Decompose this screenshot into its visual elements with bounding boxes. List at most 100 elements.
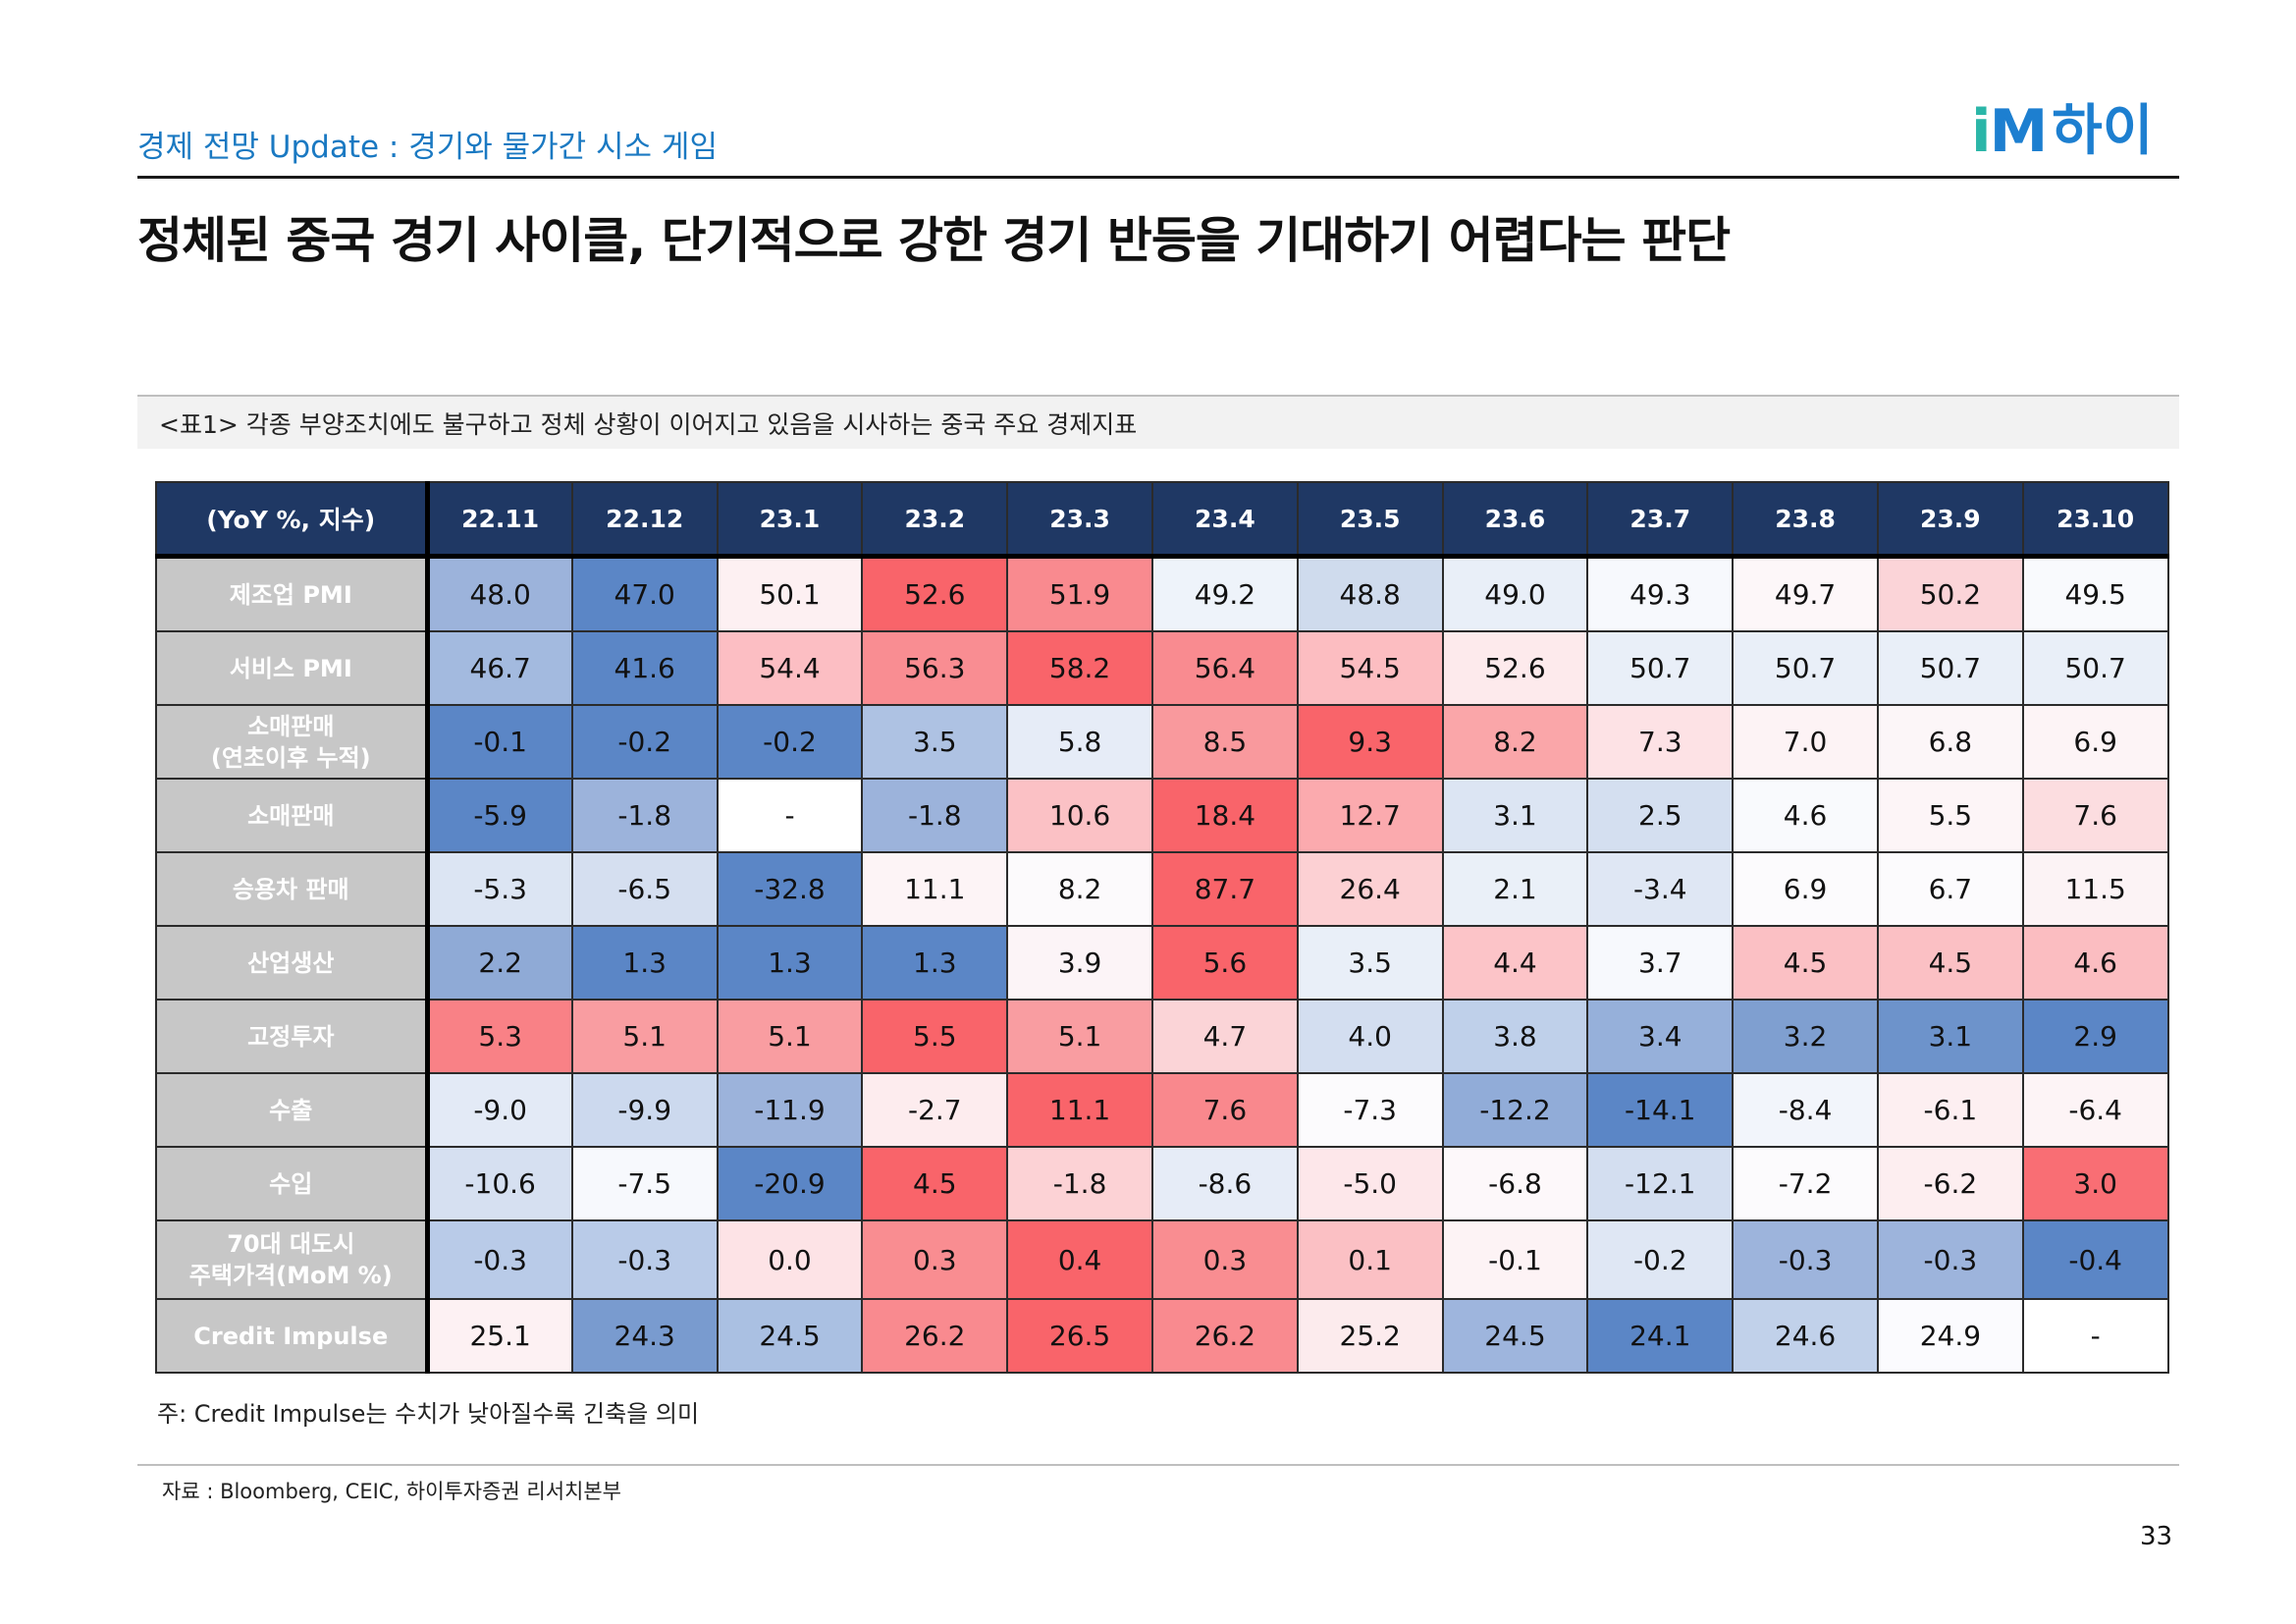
table-row: 제조업 PMI 48.0 47.0 50.1 52.6 51.9 49.2 48.8 49.0 4… [155, 555, 2169, 632]
value-cell: 24.5 [1441, 1298, 1589, 1374]
column-header: 23.3 [1006, 481, 1153, 559]
value-cell: 3.7 [1586, 925, 1735, 1001]
value-cell: 25.2 [1296, 1298, 1444, 1374]
value-cell: 2.1 [1441, 851, 1589, 927]
value-cell: 50.7 [1876, 630, 2024, 706]
value-cell: 3.4 [1586, 999, 1735, 1074]
value-cell: 0.3 [1150, 1219, 1299, 1300]
value-cell: 47.0 [570, 555, 719, 632]
value-cell: 52.6 [861, 555, 1009, 632]
value-cell: 4.6 [2021, 925, 2169, 1001]
value-cell: 56.4 [1150, 630, 1299, 706]
value-cell: 3.9 [1006, 925, 1153, 1001]
table-caption-bar: <표1> 각종 부양조치에도 불구하고 정체 상황이 이어지고 있음을 시사하는… [137, 395, 2179, 449]
value-cell: -14.1 [1586, 1072, 1735, 1148]
column-header: 23.2 [861, 481, 1009, 559]
value-cell: 3.8 [1441, 999, 1589, 1074]
value-cell: 7.6 [2021, 778, 2169, 853]
value-cell: 5.8 [1006, 704, 1153, 780]
value-cell: 41.6 [570, 630, 719, 706]
table-row: 수입 -10.6 -7.5 -20.9 4.5 -1.8 -8.6 -5.0 -6.8 -12.1… [155, 1146, 2169, 1221]
value-cell: 4.6 [1732, 778, 1879, 853]
value-cell: 50.7 [1732, 630, 1879, 706]
value-cell: 50.7 [2021, 630, 2169, 706]
logo-i: i [1971, 97, 1992, 166]
value-cell: -8.6 [1150, 1146, 1299, 1221]
section-subtitle: 경제 전망 Update : 경기와 물가간 시소 게임 [137, 130, 718, 165]
column-header: 22.12 [570, 481, 719, 559]
column-header: 23.7 [1586, 481, 1735, 559]
table-corner-label: (YoY %, 지수) [155, 481, 430, 559]
source-note: 자료 : Bloomberg, CEIC, 하이투자증권 리서치본부 [162, 1480, 621, 1503]
table-row: 서비스 PMI 46.7 41.6 54.4 56.3 58.2 56.4 54.5 52.6 5… [155, 630, 2169, 706]
value-cell: 6.9 [2021, 704, 2169, 780]
value-cell: -0.3 [1732, 1219, 1879, 1300]
value-cell: 5.3 [426, 999, 573, 1074]
value-cell: 46.7 [426, 630, 573, 706]
value-cell: 49.7 [1732, 555, 1879, 632]
value-cell: -0.3 [426, 1219, 573, 1300]
value-cell: 4.0 [1296, 999, 1444, 1074]
value-cell: -10.6 [426, 1146, 573, 1221]
value-cell: -6.8 [1441, 1146, 1589, 1221]
logo-m: M [1989, 97, 2049, 166]
value-cell: 3.5 [1296, 925, 1444, 1001]
column-header: 23.6 [1441, 481, 1589, 559]
table-row: 승용차 판매 -5.3 -6.5 -32.8 11.1 8.2 87.7 26.4 2.1 -3.… [155, 851, 2169, 927]
value-cell: 0.1 [1296, 1219, 1444, 1300]
value-cell: 7.6 [1150, 1072, 1299, 1148]
value-cell: -12.2 [1441, 1072, 1589, 1148]
brand-logo: iM 하이 [1971, 99, 2154, 163]
value-cell: -12.1 [1586, 1146, 1735, 1221]
table-header-row: (YoY %, 지수) 22.11 22.12 23.1 23.2 23.3 23.4 23… [155, 481, 2169, 559]
page-number: 33 [2140, 1522, 2173, 1551]
value-cell: 7.3 [1586, 704, 1735, 780]
value-cell: -0.3 [1876, 1219, 2024, 1300]
column-header: 22.11 [426, 481, 573, 559]
value-cell: -6.5 [570, 851, 719, 927]
row-label: 70대 대도시 주택가격(MoM %) [155, 1219, 430, 1300]
value-cell: -0.2 [570, 704, 719, 780]
value-cell: 49.3 [1586, 555, 1735, 632]
table-row: 고정투자 5.3 5.1 5.1 5.5 5.1 4.7 4.0 3.8 3.4 3.2 3.1 2.9 [155, 999, 2169, 1074]
table-row: 소매판매 -5.9 -1.8- -1.8 10.6 18.4 12.7 3.1 2.5 4.6 5.… [155, 778, 2169, 853]
value-cell: 2.2 [426, 925, 573, 1001]
row-label: 승용차 판매 [155, 851, 430, 927]
value-cell: 50.1 [716, 555, 864, 632]
value-cell: 11.1 [1006, 1072, 1153, 1148]
value-cell: -1.8 [861, 778, 1009, 853]
value-cell: 2.5 [1586, 778, 1735, 853]
value-cell: 5.6 [1150, 925, 1299, 1001]
row-label: 제조업 PMI [155, 555, 430, 632]
value-cell: -6.4 [2021, 1072, 2169, 1148]
value-cell: -2.7 [861, 1072, 1009, 1148]
row-label: 고정투자 [155, 999, 430, 1074]
value-cell: 3.1 [1876, 999, 2024, 1074]
value-cell: 24.1 [1586, 1298, 1735, 1374]
value-cell: 4.5 [1876, 925, 2024, 1001]
row-label: 소매판매 [155, 778, 430, 853]
value-cell: 26.4 [1296, 851, 1444, 927]
value-cell: 26.2 [1150, 1298, 1299, 1374]
value-cell: 11.5 [2021, 851, 2169, 927]
value-cell: -6.1 [1876, 1072, 2024, 1148]
value-cell: 8.2 [1006, 851, 1153, 927]
value-cell: 1.3 [716, 925, 864, 1001]
value-cell: 54.5 [1296, 630, 1444, 706]
value-cell: 4.7 [1150, 999, 1299, 1074]
value-cell: 58.2 [1006, 630, 1153, 706]
row-label: 서비스 PMI [155, 630, 430, 706]
page-headline: 정체된 중국 경기 사이클, 단기적으로 강한 경기 반등을 기대하기 어렵다는… [137, 212, 1731, 269]
value-cell: -0.2 [1586, 1219, 1735, 1300]
value-cell: 49.2 [1150, 555, 1299, 632]
value-cell: 5.1 [570, 999, 719, 1074]
value-cell: -3.4 [1586, 851, 1735, 927]
value-cell: 26.2 [861, 1298, 1009, 1374]
value-cell: 24.9 [1876, 1298, 2024, 1374]
value-cell: -9.9 [570, 1072, 719, 1148]
row-label: 소매판매 (연초이후 누적) [155, 704, 430, 780]
logo-text: 하이 [2052, 99, 2154, 163]
value-cell: -7.2 [1732, 1146, 1879, 1221]
value-cell: 52.6 [1441, 630, 1589, 706]
value-cell: -0.1 [426, 704, 573, 780]
